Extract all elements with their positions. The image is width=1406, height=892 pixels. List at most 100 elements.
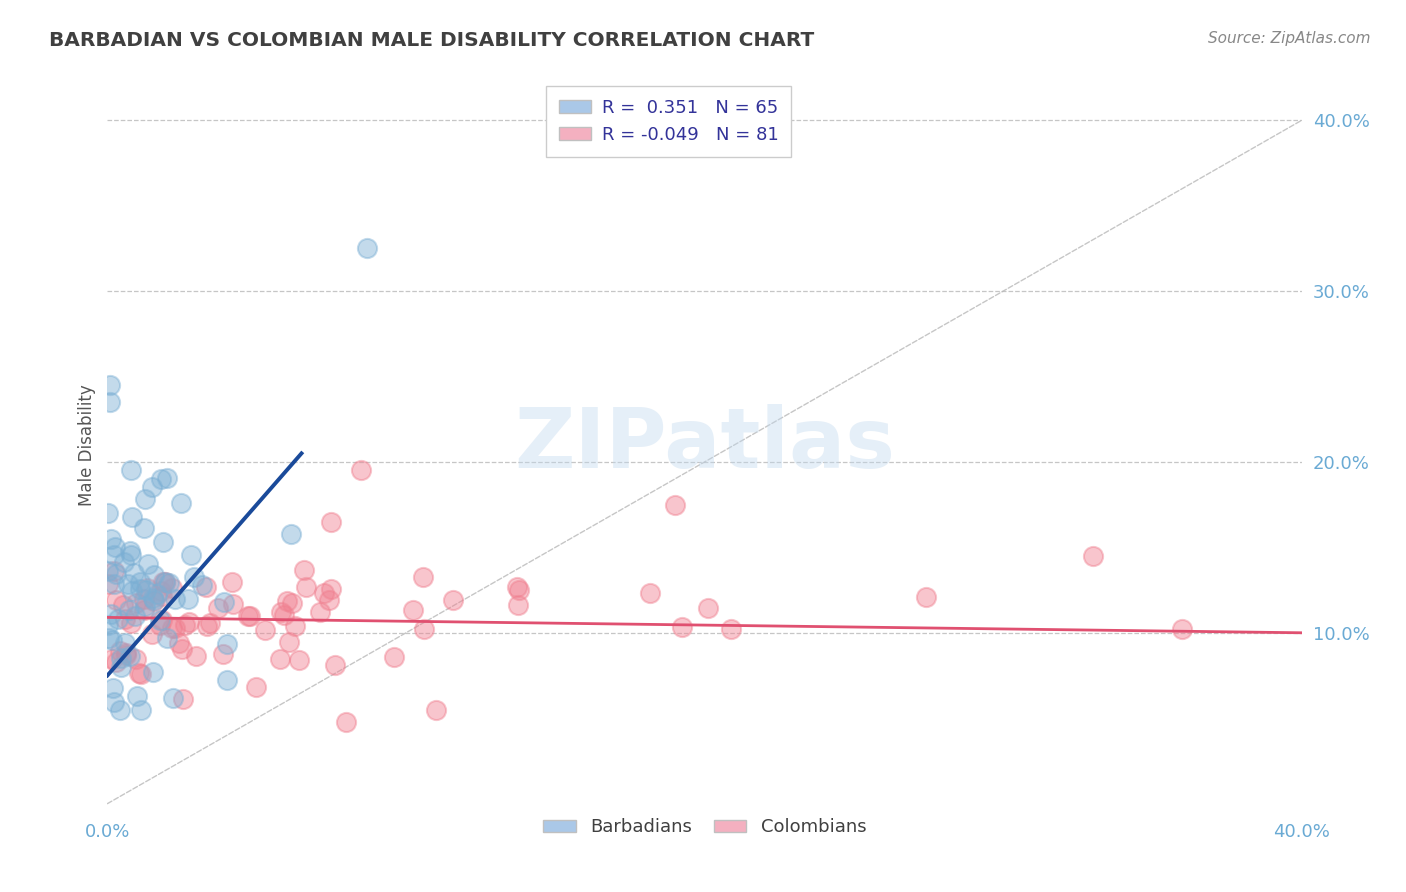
Point	[172, 691, 194, 706]
Point	[506, 598, 529, 612]
Point	[122, 566, 145, 580]
Point	[142, 665, 165, 679]
Point	[321, 515, 343, 529]
Point	[150, 583, 173, 598]
Point	[127, 690, 149, 704]
Point	[273, 607, 295, 622]
Point	[350, 463, 373, 477]
Point	[110, 660, 132, 674]
Point	[98, 631, 121, 645]
Point	[152, 534, 174, 549]
Point	[150, 613, 173, 627]
Point	[118, 544, 141, 558]
Point	[105, 656, 128, 670]
Point	[152, 575, 174, 590]
Point	[143, 593, 166, 607]
Point	[142, 591, 165, 606]
Point	[121, 583, 143, 598]
Point	[114, 636, 136, 650]
Point	[212, 647, 235, 661]
Text: Source: ZipAtlas.com: Source: ZipAtlas.com	[1208, 31, 1371, 46]
Point	[134, 603, 156, 617]
Point	[134, 491, 156, 506]
Point	[110, 643, 132, 657]
Point	[101, 633, 124, 648]
Point	[141, 627, 163, 641]
Point	[153, 575, 176, 590]
Point	[321, 582, 343, 597]
Point	[222, 597, 245, 611]
Point	[97, 618, 120, 632]
Point	[239, 609, 262, 624]
Point	[441, 593, 464, 607]
Point	[671, 620, 693, 634]
Point	[270, 605, 292, 619]
Point	[112, 598, 135, 612]
Point	[245, 680, 267, 694]
Point	[506, 580, 529, 594]
Point	[215, 673, 238, 688]
Point	[696, 601, 718, 615]
Point	[96, 577, 118, 591]
Point	[115, 648, 138, 663]
Point	[195, 618, 218, 632]
Point	[425, 703, 447, 717]
Point	[128, 582, 150, 597]
Point	[128, 665, 150, 680]
Point	[402, 602, 425, 616]
Point	[134, 521, 156, 535]
Point	[157, 576, 180, 591]
Point	[97, 564, 120, 578]
Point	[212, 595, 235, 609]
Point	[98, 378, 121, 392]
Point	[141, 480, 163, 494]
Point	[107, 612, 129, 626]
Point	[120, 463, 142, 477]
Point	[110, 651, 132, 665]
Point	[103, 681, 125, 696]
Point	[276, 593, 298, 607]
Text: ZIPatlas: ZIPatlas	[515, 404, 896, 485]
Point	[412, 570, 434, 584]
Point	[105, 593, 128, 607]
Point	[124, 608, 146, 623]
Point	[664, 498, 686, 512]
Point	[170, 642, 193, 657]
Point	[118, 603, 141, 617]
Point	[150, 472, 173, 486]
Point	[163, 592, 186, 607]
Point	[104, 540, 127, 554]
Point	[121, 509, 143, 524]
Point	[198, 615, 221, 630]
Point	[312, 586, 335, 600]
Point	[295, 580, 318, 594]
Point	[180, 548, 202, 562]
Point	[149, 617, 172, 632]
Point	[162, 690, 184, 705]
Point	[97, 506, 120, 520]
Point	[183, 570, 205, 584]
Point	[146, 587, 169, 601]
Point	[103, 695, 125, 709]
Point	[382, 649, 405, 664]
Point	[103, 548, 125, 562]
Point	[156, 631, 179, 645]
Point	[163, 621, 186, 635]
Point	[914, 590, 936, 604]
Point	[143, 568, 166, 582]
Legend: Barbadians, Colombians: Barbadians, Colombians	[536, 811, 873, 844]
Point	[105, 567, 128, 582]
Point	[177, 592, 200, 607]
Point	[129, 703, 152, 717]
Point	[135, 582, 157, 597]
Point	[143, 594, 166, 608]
Point	[114, 611, 136, 625]
Point	[100, 533, 122, 547]
Point	[278, 635, 301, 649]
Point	[125, 652, 148, 666]
Point	[162, 621, 184, 635]
Point	[134, 599, 156, 614]
Point	[117, 577, 139, 591]
Point	[149, 613, 172, 627]
Point	[335, 714, 357, 729]
